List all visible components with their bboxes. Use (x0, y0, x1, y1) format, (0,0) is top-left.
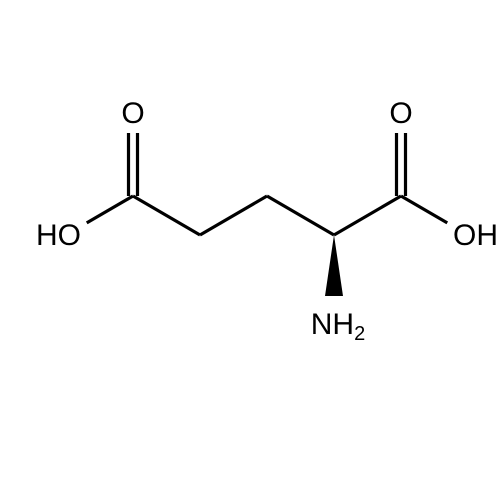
atom-OH-left: HO (36, 219, 81, 252)
atom-O2: O (389, 97, 412, 130)
chemical-structure: O O HO OH NH2 (0, 0, 500, 500)
atom-OH-right: OH (453, 219, 498, 252)
atom-O1: O (121, 97, 144, 130)
atom-NH2: NH2 (311, 308, 365, 345)
